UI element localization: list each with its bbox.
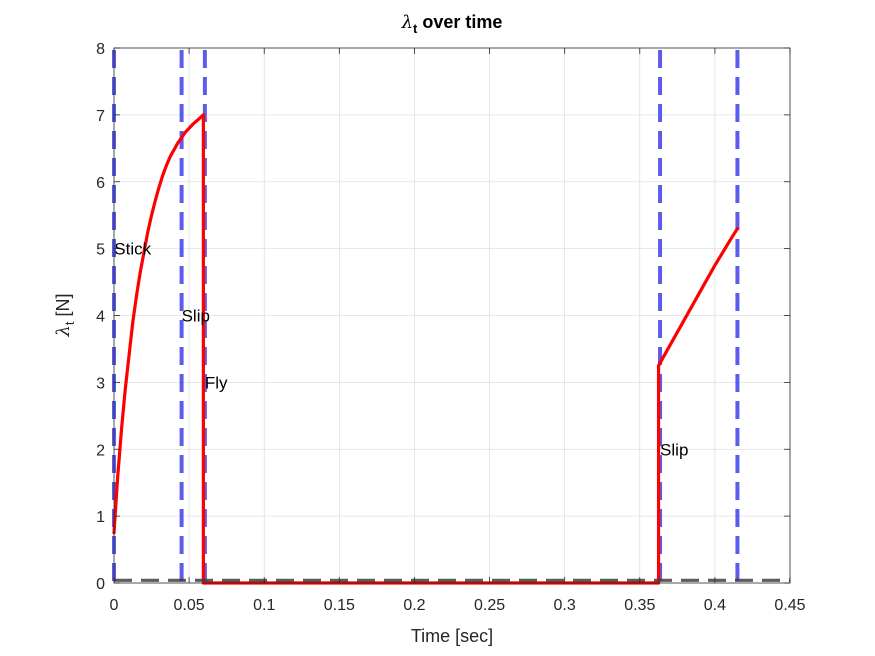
annotations: Stick Slip Fly Slip bbox=[114, 240, 688, 460]
annotation-label-2: Fly bbox=[205, 373, 228, 392]
x-tick-label-8: 0.4 bbox=[704, 597, 726, 614]
x-tick-label-5: 0.25 bbox=[474, 597, 505, 614]
x-tick-label-3: 0.15 bbox=[324, 597, 355, 614]
title-symbol: λ bbox=[401, 12, 413, 33]
y-tick-label-6: 6 bbox=[96, 175, 105, 192]
y-axis-label: λt [N] bbox=[53, 293, 77, 337]
grid bbox=[114, 48, 790, 583]
ylabel-symbol: λ bbox=[53, 325, 74, 337]
series-layer bbox=[112, 113, 740, 585]
title-subscript: t bbox=[413, 21, 418, 36]
x-tick-label-6: 0.3 bbox=[554, 597, 576, 614]
annotation-label-1: Slip bbox=[182, 307, 210, 326]
y-tick-label-8: 8 bbox=[96, 41, 105, 58]
annotation-label-3: Slip bbox=[660, 440, 688, 459]
y-tick-label-5: 5 bbox=[96, 242, 105, 259]
y-tick-label-1: 1 bbox=[96, 509, 105, 526]
y-tick-label-2: 2 bbox=[96, 442, 105, 459]
x-axis-ticks: 0 0.05 0.1 0.15 0.2 0.25 0.3 0.35 0.4 0.45 bbox=[110, 48, 806, 614]
x-tick-label-1: 0.05 bbox=[174, 597, 205, 614]
y-axis-ticks: 0 1 2 3 4 5 6 7 8 bbox=[96, 41, 790, 593]
y-tick-label-7: 7 bbox=[96, 108, 105, 125]
x-tick-label-7: 0.35 bbox=[624, 597, 655, 614]
x-tick-label-9: 0.45 bbox=[774, 597, 805, 614]
x-axis-label: Time [sec] bbox=[411, 626, 493, 646]
x-tick-label-2: 0.1 bbox=[253, 597, 275, 614]
chart-title: λt over time bbox=[401, 12, 503, 36]
x-tick-label-4: 0.2 bbox=[403, 597, 425, 614]
y-tick-label-3: 3 bbox=[96, 375, 105, 392]
title-rest: over time bbox=[417, 12, 502, 32]
series-line-0 bbox=[112, 113, 740, 585]
x-tick-label-0: 0 bbox=[110, 597, 119, 614]
y-tick-label-0: 0 bbox=[96, 576, 105, 593]
y-tick-label-4: 4 bbox=[96, 309, 105, 326]
annotation-label-0: Stick bbox=[114, 240, 151, 259]
ylabel-subscript: t bbox=[62, 321, 77, 325]
ylabel-rest: [N] bbox=[53, 293, 73, 321]
